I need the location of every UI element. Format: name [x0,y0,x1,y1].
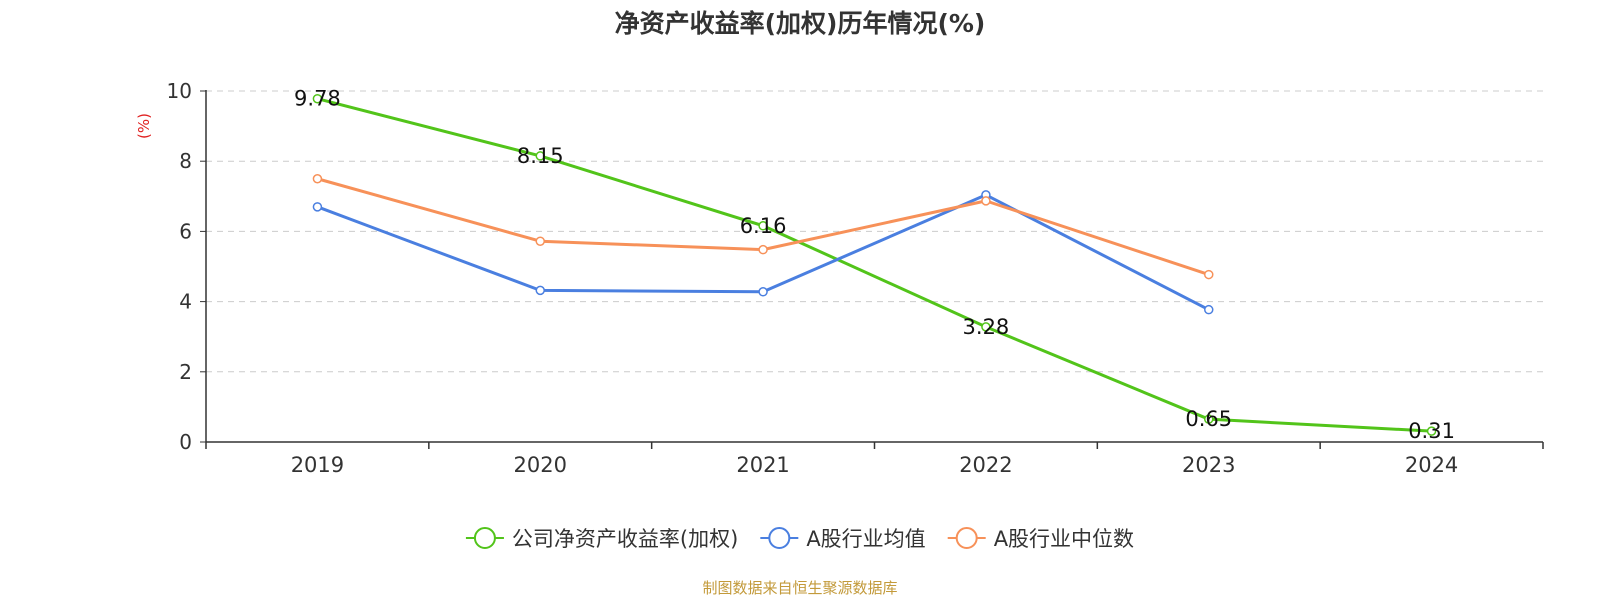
legend[interactable]: 公司净资产收益率(加权) A股行业均值 A股行业中位数 [465,527,1134,551]
legend-symbol-marker [768,527,791,549]
data-point[interactable] [1204,269,1214,280]
y-tick-label: 8 [179,149,192,173]
data-point[interactable] [981,322,991,332]
gridlines [206,90,1543,373]
x-tick-label: 2023 [1182,453,1235,477]
legend-label: A股行业均值 [806,527,925,551]
data-point[interactable] [535,285,545,296]
legend-item[interactable]: A股行业中位数 [947,527,1134,551]
data-point[interactable] [1204,304,1214,315]
data-point[interactable] [535,151,545,161]
data-point[interactable] [312,174,323,184]
data-point[interactable] [758,221,768,231]
data-label: 3.28 [963,315,1010,339]
data-label: 0.31 [1408,419,1455,443]
x-tick-label: 2024 [1405,453,1458,477]
y-tick-label: 0 [179,430,192,454]
axes: 0 2 4 6 8 10 (%) 2019 2020 2021 2022 2023 2024 [135,79,1544,477]
data-point[interactable] [758,287,768,297]
data-label: 6.16 [740,214,787,238]
chart-title: 净资产收益率(加权)历年情况(%) [614,9,986,38]
data-point[interactable] [535,236,545,246]
y-tick-label: 4 [179,290,192,314]
data-labels: 9.78 8.15 6.16 3.28 0.65 0.31 [294,87,1455,443]
y-tick-label: 6 [179,219,192,243]
x-tick-label: 2020 [514,453,567,477]
data-point[interactable] [1204,414,1214,424]
legend-item[interactable]: A股行业均值 [760,527,926,551]
y-axis-label: (%) [135,113,153,139]
data-label: 0.65 [1185,407,1232,431]
data-point[interactable] [312,93,323,104]
x-tick-label: 2021 [736,453,789,477]
data-label: 8.15 [517,144,564,168]
data-point[interactable] [758,244,768,255]
legend-symbol-marker [473,527,496,549]
data-point[interactable] [312,202,323,212]
x-tick-label: 2022 [959,453,1012,477]
data-source-note: 制图数据来自恒生聚源数据库 [702,579,898,597]
data-label: 9.78 [294,87,341,111]
legend-symbol-marker [955,527,978,549]
legend-label: A股行业中位数 [994,527,1134,551]
y-tick-label: 10 [167,79,192,103]
data-point[interactable] [1426,426,1437,436]
y-tick-label: 2 [179,360,192,384]
data-point[interactable] [981,196,991,206]
x-tick-label: 2019 [291,453,344,477]
legend-label: 公司净资产收益率(加权) [512,527,738,551]
series-line [317,97,1432,433]
legend-item[interactable]: 公司净资产收益率(加权) [465,527,738,551]
series [312,93,1437,436]
